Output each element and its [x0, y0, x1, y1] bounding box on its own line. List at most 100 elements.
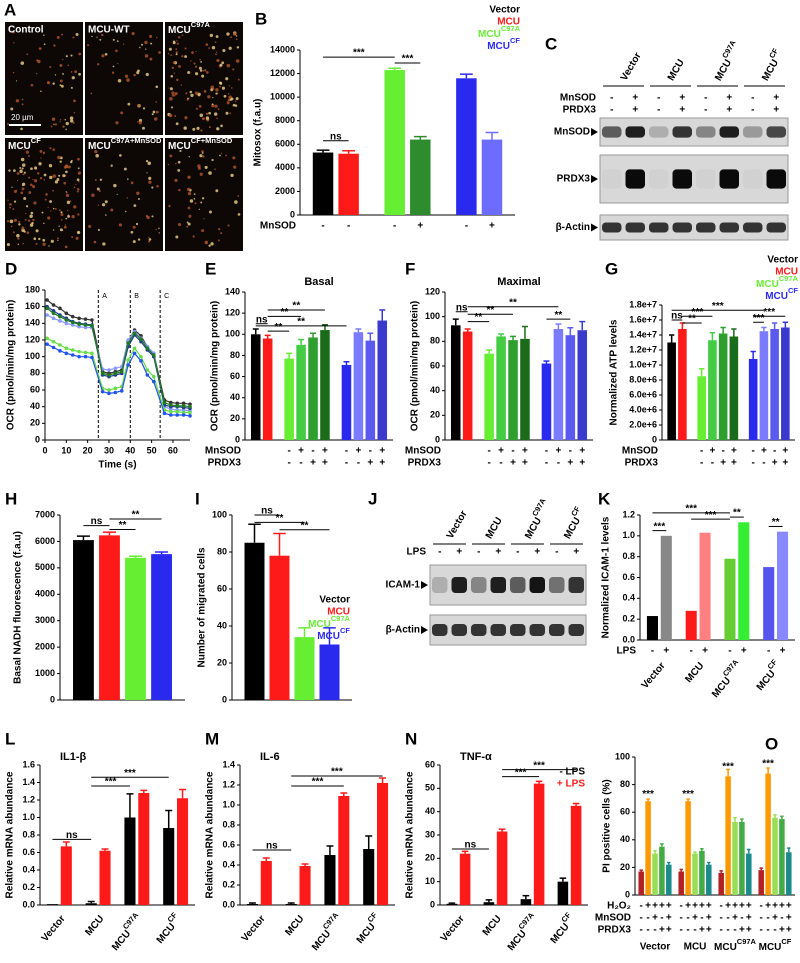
bar: [678, 329, 687, 440]
row-label: MnSOD: [405, 446, 441, 457]
y-tick-label: 6.0e+6: [629, 389, 657, 399]
phase-label: B: [134, 293, 139, 300]
texture: [93, 240, 97, 244]
texture: [77, 167, 80, 170]
y-tick-label: 2000: [275, 186, 295, 196]
y-tick-label: 1.8e+7: [629, 299, 657, 309]
texture: [71, 236, 74, 239]
tile-label-base: MCU: [8, 141, 31, 152]
bar: [60, 846, 72, 905]
texture: [126, 78, 130, 82]
texture: [235, 38, 238, 41]
tile-label-base: MCU: [168, 141, 191, 152]
texture: [32, 218, 35, 222]
band: [432, 624, 448, 636]
texture: [156, 36, 158, 39]
texture: [188, 214, 192, 218]
texture: [27, 219, 31, 222]
sign: -: [680, 925, 683, 936]
texture: [192, 235, 195, 238]
bar: [338, 796, 350, 905]
texture: [201, 152, 204, 154]
point: [145, 346, 150, 351]
texture: [237, 78, 240, 81]
texture: [29, 223, 34, 227]
band: [471, 624, 487, 636]
y-tick-label: 1.0: [622, 530, 635, 540]
y-axis-label: OCR (pmol/min/mg protein): [210, 301, 221, 432]
bar: [85, 903, 97, 905]
bar: [177, 798, 189, 905]
phase-label: C: [164, 293, 169, 300]
texture: [24, 212, 27, 215]
lane-label-sup: C97A: [531, 496, 549, 518]
sign: -: [704, 105, 707, 116]
point: [58, 306, 62, 311]
texture: [151, 113, 154, 116]
y-tick-label: 0.4: [622, 593, 635, 603]
point: [188, 402, 192, 406]
band-label: PRDX3: [557, 174, 591, 185]
texture: [43, 173, 47, 177]
texture: [26, 231, 30, 234]
x-tick-label: 0: [42, 445, 47, 455]
row-label: PRDX3: [563, 105, 597, 116]
texture: [87, 44, 90, 47]
bar: [459, 853, 471, 905]
texture: [59, 79, 63, 83]
significance: **: [486, 305, 494, 316]
texture: [59, 64, 63, 67]
point: [162, 400, 167, 405]
texture: [170, 54, 172, 57]
point: [90, 324, 94, 328]
texture: [155, 85, 159, 89]
texture: [65, 170, 68, 174]
texture: [6, 220, 10, 223]
legend-entry-sup: CF: [340, 626, 350, 635]
lane-label-base: MCU: [760, 58, 781, 83]
y-tick-label: 0: [222, 694, 227, 704]
texture: [77, 231, 80, 234]
point: [77, 349, 81, 354]
group-label: MCUC97A: [107, 910, 146, 952]
row-label: H₂O₂: [607, 901, 631, 912]
texture: [175, 122, 179, 126]
texture: [219, 85, 221, 88]
texture: [6, 243, 10, 247]
sign: +: [367, 458, 373, 469]
texture: [47, 216, 51, 220]
sign: -: [657, 105, 660, 116]
texture: [11, 186, 13, 188]
bar: [296, 344, 306, 440]
bar: [456, 78, 477, 216]
lane-label-sup: C97A: [721, 38, 739, 60]
sign: +: [761, 446, 767, 457]
texture: [126, 197, 129, 199]
point: [64, 346, 69, 351]
texture: [64, 245, 68, 249]
sign: +: [709, 446, 715, 457]
texture: [184, 47, 187, 50]
texture: [218, 228, 221, 231]
sign: +: [298, 446, 304, 457]
significance: ns: [465, 840, 477, 851]
lane-label-base: MCU: [713, 58, 734, 83]
point: [64, 318, 69, 322]
texture: [73, 111, 76, 114]
significance: **: [280, 307, 288, 318]
legend-entry-base: MCU: [756, 279, 779, 290]
texture: [102, 242, 106, 246]
point: [113, 390, 118, 395]
texture: [229, 112, 232, 115]
texture: [125, 210, 127, 213]
texture: [50, 210, 52, 212]
bar: [496, 336, 506, 440]
point: [70, 320, 75, 325]
point: [90, 351, 94, 356]
texture: [50, 239, 54, 243]
band: [625, 169, 645, 189]
texture: [219, 154, 221, 157]
texture: [77, 188, 80, 191]
bar: [285, 904, 297, 905]
y-tick-label: 60: [620, 807, 630, 817]
